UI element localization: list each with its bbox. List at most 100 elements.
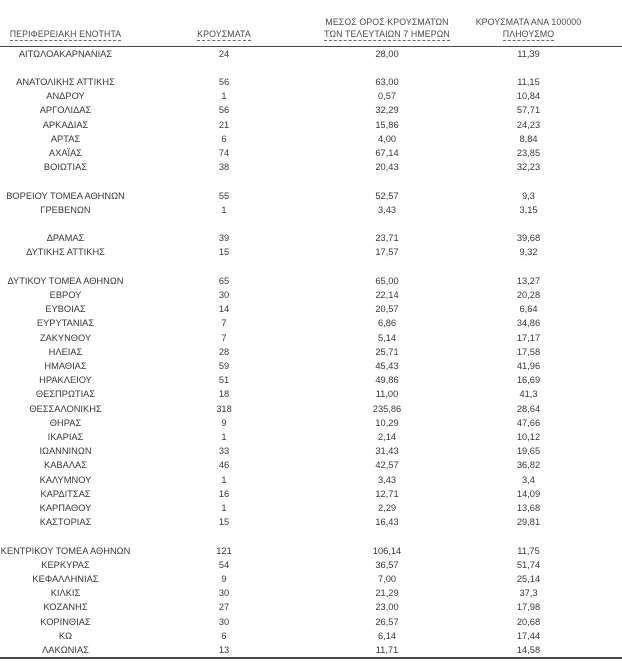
cases-count: 1 <box>221 474 227 485</box>
region-name: ΑΝΔΡΟΥ <box>46 91 85 102</box>
avg7-value: 28,00 <box>375 48 399 59</box>
header-region-label: ΠΕΡΙΦΕΡΕΙΑΚΗ ΕΝΟΤΗΤΑ <box>9 28 122 41</box>
per100k-value: 57,71 <box>516 105 541 116</box>
per100k-value: 9,32 <box>519 247 538 258</box>
region-name: ΚΙΛΚΙΣ <box>50 588 81 599</box>
per100k-value: 13,68 <box>516 502 541 513</box>
cases-count: 55 <box>218 190 230 201</box>
avg7-value: 11,00 <box>375 389 399 400</box>
table-row: ΙΩΑΝΝΙΝΩΝ 33 31,43 19,65 <box>0 444 622 458</box>
avg7-value: 63,00 <box>375 76 399 87</box>
table-row: ΔΥΤΙΚΟΥ ΤΟΜΕΑ ΑΘΗΝΩΝ 65 65,00 13,27 <box>0 274 622 288</box>
cases-count: 27 <box>218 602 230 613</box>
region-name: ΚΑΡΔΙΤΣΑΣ <box>40 488 91 499</box>
per100k-value: 20,68 <box>516 616 541 627</box>
avg7-value: 5,14 <box>377 332 397 343</box>
cases-count: 56 <box>218 105 230 116</box>
cases-count: 30 <box>218 588 230 599</box>
spacer-row <box>0 61 622 75</box>
region-name: ΖΑΚΥΝΘΟΥ <box>39 332 92 343</box>
per100k-value: 41,3 <box>519 389 538 400</box>
per100k-value: 6,64 <box>519 304 538 315</box>
per100k-value: 19,65 <box>516 446 541 457</box>
table-row: ΚΑΒΑΛΑΣ 46 42,57 36,82 <box>0 458 622 472</box>
region-name: ΑΙΤΩΛΟΑΚΑΡΝΑΝΙΑΣ <box>18 48 113 59</box>
avg7-value: 23,00 <box>375 602 399 613</box>
avg7-value: 32,29 <box>375 105 399 116</box>
header-row: ΠΕΡΙΦΕΡΕΙΑΚΗ ΕΝΟΤΗΤΑ ΚΡΟΥΣΜΑΤΑ ΜΕΣΟΣ ΟΡΟ… <box>0 8 622 47</box>
region-name: ΛΑΚΩΝΙΑΣ <box>42 644 89 655</box>
spacer-cell <box>0 217 622 231</box>
region-name: ΑΝΑΤΟΛΙΚΗΣ ΑΤΤΙΚΗΣ <box>16 76 115 87</box>
region-name: ΚΕΦΑΛΛΗΝΙΑΣ <box>32 573 99 584</box>
header-per100k-line2: ΠΛΗΘΥΣΜΟ <box>502 28 555 41</box>
spacer-cell <box>0 260 622 274</box>
table-row: ΕΥΒΟΙΑΣ 14 20,57 6,64 <box>0 302 622 316</box>
table-row: ΚΩ 6 6,14 17,44 <box>0 629 622 643</box>
cases-count: 24 <box>218 48 230 59</box>
avg7-value: 235,86 <box>372 403 402 414</box>
table-row: ΚΑΡΔΙΤΣΑΣ 16 12,71 14,09 <box>0 487 622 501</box>
avg7-value: 25,71 <box>375 346 399 357</box>
avg7-value: 4,00 <box>377 133 397 144</box>
region-name: ΗΡΑΚΛΕΙΟΥ <box>39 375 92 386</box>
region-name: ΑΡΚΑΔΙΑΣ <box>42 119 89 130</box>
header-region-cell: ΠΕΡΙΦΕΡΕΙΑΚΗ ΕΝΟΤΗΤΑ <box>0 8 145 47</box>
region-name: ΚΩ <box>58 630 73 641</box>
avg7-value: 45,43 <box>375 360 399 371</box>
per100k-value: 36,82 <box>516 460 541 471</box>
region-name: ΑΡΤΑΣ <box>50 133 81 144</box>
avg7-value: 36,57 <box>375 559 399 570</box>
cases-count: 65 <box>218 275 230 286</box>
avg7-value: 31,43 <box>375 446 399 457</box>
per100k-value: 9,3 <box>522 190 535 201</box>
cases-count: 38 <box>218 162 230 173</box>
per100k-value: 3,4 <box>522 474 535 485</box>
table-row: ΚΑΛΥΜΝΟΥ 1 3,43 3,4 <box>0 473 622 487</box>
region-name: ΒΟΡΕΙΟΥ ΤΟΜΕΑ ΑΘΗΝΩΝ <box>6 190 125 201</box>
avg7-value: 3,43 <box>377 204 397 215</box>
cases-count: 28 <box>218 346 230 357</box>
cases-count: 39 <box>218 233 230 244</box>
region-name: ΕΒΡΟΥ <box>49 289 82 300</box>
region-name: ΙΚΑΡΙΑΣ <box>47 431 84 442</box>
table-row: ΔΡΑΜΑΣ 39 23,71 39,68 <box>0 231 622 245</box>
table-row: ΘΕΣΣΑΛΟΝΙΚΗΣ 318 235,86 28,64 <box>0 402 622 416</box>
header-cases-cell: ΚΡΟΥΣΜΑΤΑ <box>145 8 303 47</box>
avg7-value: 2,29 <box>377 502 397 513</box>
cases-count: 15 <box>218 517 230 528</box>
spacer-row <box>0 260 622 274</box>
region-name: ΑΧΑΪΑΣ <box>48 147 83 158</box>
cases-count: 46 <box>218 460 230 471</box>
cases-count: 13 <box>218 644 230 655</box>
region-name: ΘΗΡΑΣ <box>49 417 82 428</box>
header-avg7-line1: ΜΕΣΟΣ ΟΡΟΣ ΚΡΟΥΣΜΑΤΩΝ <box>325 16 449 27</box>
cases-count: 30 <box>218 289 230 300</box>
per100k-value: 17,58 <box>516 346 541 357</box>
table-row: ΚΕΡΚΥΡΑΣ 54 36,57 51,74 <box>0 558 622 572</box>
avg7-value: 52,57 <box>375 190 399 201</box>
region-name: ΗΜΑΘΙΑΣ <box>44 360 87 371</box>
avg7-value: 26,57 <box>375 616 399 627</box>
region-name: ΔΥΤΙΚΟΥ ΤΟΜΕΑ ΑΘΗΝΩΝ <box>7 275 124 286</box>
cases-count: 74 <box>218 147 230 158</box>
per100k-value: 39,68 <box>516 233 541 244</box>
header-per100k-line1: ΚΡΟΥΣΜΑΤΑ ΑΝΑ 100000 <box>475 16 582 27</box>
cases-count: 51 <box>218 375 230 386</box>
table-row: ΑΡΓΟΛΙΔΑΣ 56 32,29 57,71 <box>0 103 622 117</box>
cases-count: 7 <box>221 332 227 343</box>
cases-count: 9 <box>221 417 227 428</box>
cases-count: 1 <box>221 91 227 102</box>
avg7-value: 7,00 <box>377 573 397 584</box>
table-row: ΘΕΣΠΡΩΤΙΑΣ 18 11,00 41,3 <box>0 387 622 401</box>
table-row: ΛΑΚΩΝΙΑΣ 13 11,71 14,58 <box>0 643 622 658</box>
avg7-value: 49,86 <box>375 375 399 386</box>
header-cases-label: ΚΡΟΥΣΜΑΤΑ <box>197 28 251 41</box>
per100k-value: 20,28 <box>516 289 541 300</box>
cases-count: 14 <box>218 304 230 315</box>
region-name: ΕΥΒΟΙΑΣ <box>45 304 86 315</box>
region-name: ΕΥΡΥΤΑΝΙΑΣ <box>36 318 95 329</box>
cases-count: 30 <box>218 616 230 627</box>
avg7-value: 12,71 <box>375 488 399 499</box>
